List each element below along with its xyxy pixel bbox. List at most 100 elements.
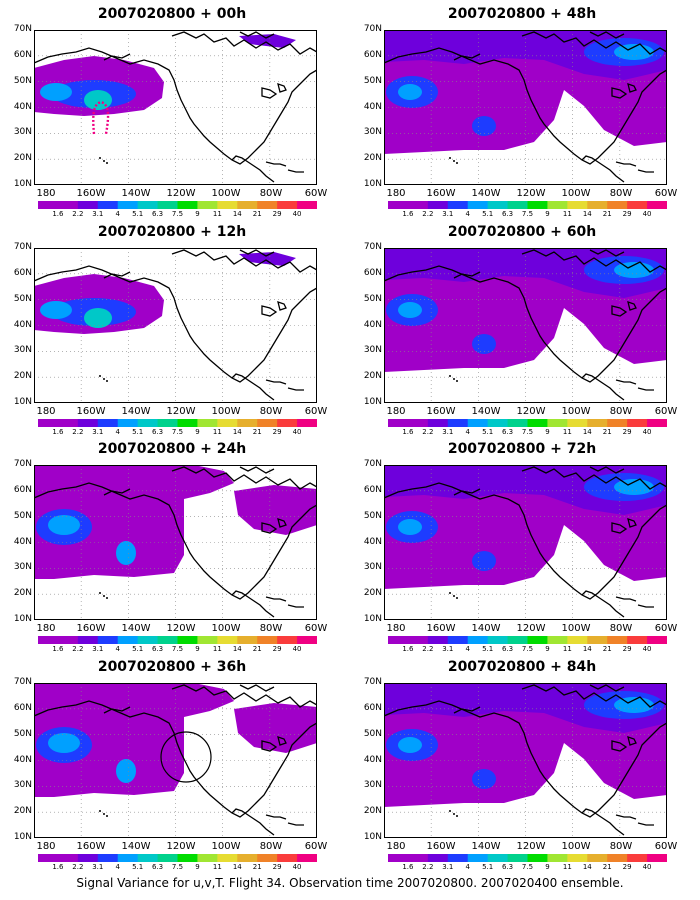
longitude-tick-label: 60W <box>654 406 678 417</box>
latitude-tick-label: 20N <box>13 153 32 164</box>
colorbar-swatch <box>38 854 59 862</box>
longitude-tick-label: 100W <box>561 406 591 417</box>
coastline <box>277 736 287 746</box>
colorbar-level-label: 1.6 <box>52 863 64 871</box>
colorbar-level-label: 2.2 <box>422 210 434 218</box>
colorbar-swatch <box>427 854 449 862</box>
colorbar-swatch <box>277 201 298 209</box>
latitude-tick-label: 70N <box>363 677 382 687</box>
colorbar-swatch <box>388 201 409 209</box>
latitude-tick-label: 40N <box>363 101 382 112</box>
longitude-tick-label: 100W <box>561 623 591 634</box>
colorbar-level-label: 2.2 <box>72 210 84 218</box>
longitude-tick-label: 140W <box>121 623 151 634</box>
colorbar-level-label: 7.5 <box>171 210 184 218</box>
longitude-tick-label: 80W <box>259 188 283 199</box>
colorbar-swatch <box>607 419 628 427</box>
colorbar-swatch <box>117 636 139 644</box>
coastline <box>103 488 131 496</box>
latitude-tick-label: 40N <box>13 754 32 765</box>
longitude-tick-label: 80W <box>609 841 633 852</box>
colorbar-swatch <box>57 636 79 644</box>
coastline <box>261 87 278 99</box>
colorbar-swatch <box>407 201 429 209</box>
colorbar-level-label: 11 <box>212 210 222 218</box>
longitude-tick-label: 160W <box>76 623 106 634</box>
colorbar-swatch <box>77 636 99 644</box>
colorbar-level-label: 40 <box>642 210 652 218</box>
colorbar-level-label: 4 <box>465 645 470 653</box>
latitude-tick-label: 70N <box>13 242 32 252</box>
colorbar-level-label: 14 <box>582 210 592 218</box>
colorbar-level-label: 40 <box>642 645 652 653</box>
coastline <box>521 249 667 273</box>
coastline <box>637 822 654 826</box>
island-marker <box>99 157 101 159</box>
coastline <box>34 47 317 165</box>
colorbar-swatch <box>57 419 79 427</box>
coastline <box>231 590 275 618</box>
colorbar-level-label: 6.3 <box>151 210 164 218</box>
variance-region <box>116 541 136 565</box>
panel-title: 2007020800 + 24h <box>97 441 247 457</box>
coastline <box>103 706 131 714</box>
colorbar-level-label: 21 <box>602 428 612 436</box>
island-marker <box>99 592 101 594</box>
colorbar-level-label: 40 <box>642 863 652 871</box>
colorbar-swatch <box>237 636 258 644</box>
colorbar-level-label: 3.1 <box>92 428 104 436</box>
colorbar-level-label: 6.3 <box>501 645 514 653</box>
colorbar-level-label: 9 <box>545 863 550 871</box>
longitude-tick-label: 120W <box>516 841 546 852</box>
colorbar-swatch <box>647 419 667 427</box>
colorbar-swatch <box>507 636 528 644</box>
colorbar-swatch <box>257 201 278 209</box>
longitude-tick-label: 80W <box>259 623 283 634</box>
colorbar-swatch <box>587 419 608 427</box>
colorbar-swatch <box>607 854 628 862</box>
map-frame <box>384 465 667 620</box>
latitude-tick-label: 10N <box>363 179 382 189</box>
colorbar-level-label: 1.6 <box>402 428 414 436</box>
longitude-tick-label: 180 <box>36 841 56 852</box>
colorbar-swatch <box>257 419 278 427</box>
colorbar-level-label: 11 <box>562 210 572 218</box>
coastline <box>34 700 317 818</box>
latitude-tick-label: 10N <box>13 397 32 407</box>
colorbar-level-label: 40 <box>292 210 302 218</box>
colorbar-swatch <box>627 636 648 644</box>
colorbar-swatch <box>647 854 667 862</box>
island-marker <box>449 157 451 159</box>
variance-region <box>84 308 112 328</box>
colorbar-swatch <box>157 636 178 644</box>
longitude-tick-label: 80W <box>609 406 633 417</box>
colorbar-swatch <box>447 419 469 427</box>
latitude-tick-label: 30N <box>363 345 382 356</box>
colorbar-level-label: 4 <box>465 863 470 871</box>
coastline <box>239 466 275 474</box>
colorbar-swatch <box>38 636 59 644</box>
colorbar-level-label: 9 <box>545 210 550 218</box>
colorbar-level-label: 2.2 <box>72 428 84 436</box>
colorbar-swatch <box>97 419 119 427</box>
colorbar-level-label: 21 <box>602 210 612 218</box>
longitude-tick-label: 160W <box>76 406 106 417</box>
longitude-tick-label: 180 <box>386 841 406 852</box>
colorbar-level-label: 6.3 <box>151 863 164 871</box>
colorbar-level-label: 14 <box>232 863 242 871</box>
colorbar-swatch <box>487 636 509 644</box>
coastline <box>453 488 481 496</box>
colorbar-level-label: 9 <box>195 210 200 218</box>
coastline <box>231 373 275 401</box>
colorbar-level-label: 14 <box>232 210 242 218</box>
coastline <box>521 31 667 55</box>
colorbar-level-label: 29 <box>272 210 282 218</box>
panel-title: 2007020800 + 60h <box>447 224 597 240</box>
colorbar-swatch <box>137 854 159 862</box>
colorbar-swatch <box>157 419 178 427</box>
longitude-tick-label: 140W <box>471 623 501 634</box>
colorbar-level-label: 14 <box>582 428 592 436</box>
coastline <box>265 596 287 602</box>
longitude-tick-label: 180 <box>36 188 56 199</box>
colorbar-level-label: 4 <box>115 428 120 436</box>
